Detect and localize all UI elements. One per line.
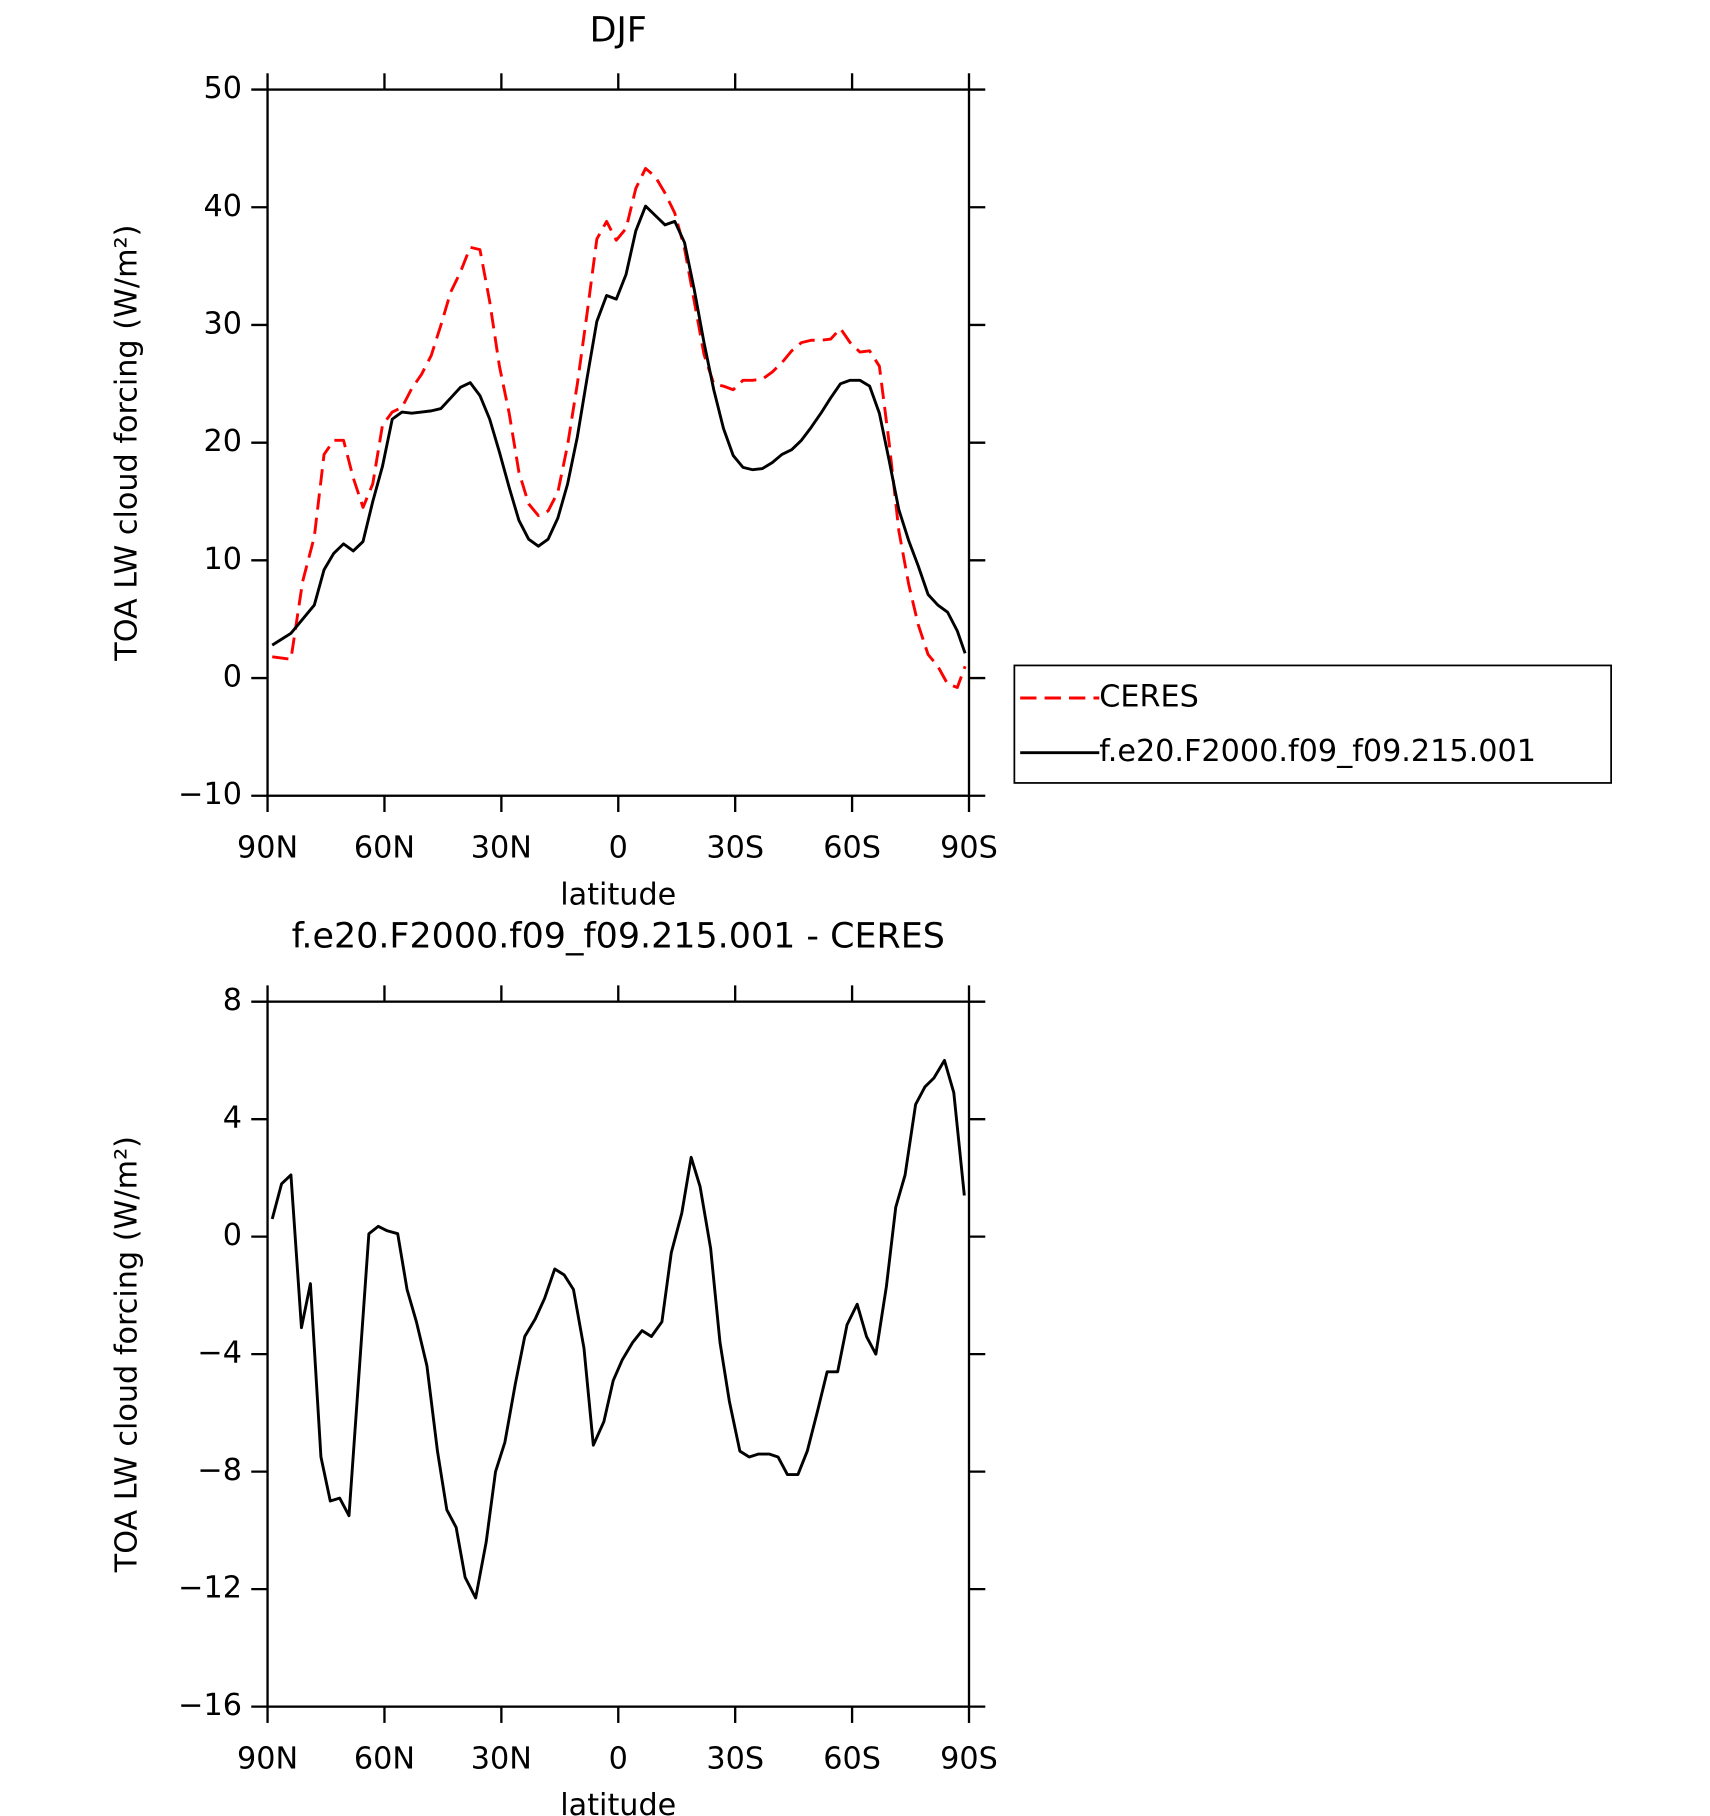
y-axis-label: TOA LW cloud forcing (W/m²) [109,1136,144,1573]
x-tick-label: 60S [823,831,881,866]
data-line [272,166,967,689]
y-tick-label: 40 [203,189,241,224]
x-tick-label: 0 [609,1742,628,1777]
y-tick-label: 30 [203,306,241,341]
chart-title: f.e20.F2000.f09_f09.215.001 - CERES [292,917,945,957]
x-tick-label: 60N [354,831,415,866]
y-tick-label: 20 [203,424,241,459]
data-line [270,1058,966,1600]
x-tick-label: 90N [237,1742,298,1777]
x-tick-label: 60N [354,1742,415,1777]
x-tick-label: 90S [940,831,998,866]
x-axis-label: latitude [560,1788,676,1816]
legend-label: CERES [1099,680,1199,715]
y-tick-label: 50 [203,71,241,106]
x-tick-label: 30N [471,831,532,866]
y-tick-label: 8 [223,983,242,1018]
x-tick-label: 0 [609,831,628,866]
y-tick-label: −10 [178,777,242,812]
x-tick-label: 30S [706,831,764,866]
x-axis-label: latitude [560,877,676,912]
plot-frame [266,88,971,797]
y-tick-label: −16 [178,1688,242,1723]
chart-title: DJF [590,10,647,50]
y-tick-label: 0 [223,660,242,695]
x-tick-label: 60S [823,1742,881,1777]
y-tick-label: −8 [197,1453,242,1488]
x-tick-label: 90N [237,831,298,866]
legend-label: f.e20.F2000.f09_f09.215.001 [1099,734,1536,769]
data-line [271,204,967,654]
y-tick-label: −4 [197,1336,242,1371]
y-tick-label: 4 [223,1101,242,1136]
y-tick-label: 10 [203,542,241,577]
y-axis-label: TOA LW cloud forcing (W/m²) [109,225,144,662]
x-tick-label: 30S [706,1742,764,1777]
y-tick-label: −12 [178,1571,242,1606]
plot-frame [266,1000,971,1708]
legend-box [1013,664,1612,784]
y-tick-label: 0 [223,1218,242,1253]
x-tick-label: 30N [471,1742,532,1777]
x-tick-label: 90S [940,1742,998,1777]
